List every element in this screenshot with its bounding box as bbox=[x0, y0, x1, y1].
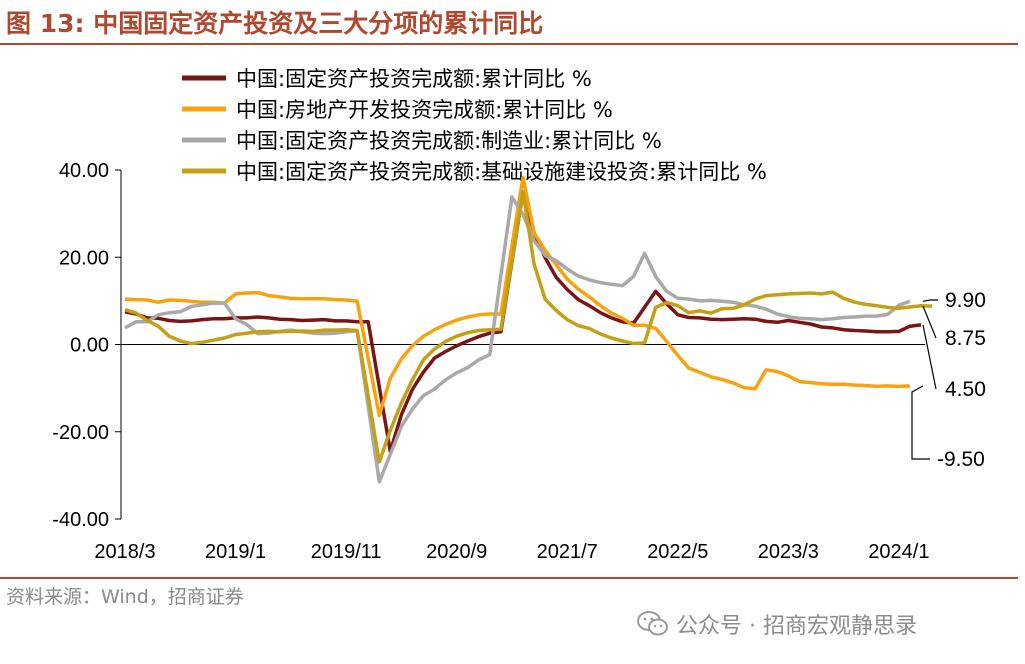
end-label-leader bbox=[922, 299, 938, 302]
x-tick-label: 2022/5 bbox=[647, 541, 708, 563]
series-line-3 bbox=[124, 190, 933, 464]
x-tick-label: 2024/1 bbox=[868, 541, 929, 563]
chart-axes: 40.00 20.00 0.00 -20.00 -40.00 2018/3 2019/1 20… bbox=[52, 160, 929, 563]
legend-label-1: 中国:房地产开发投资完成额:累计同比 % bbox=[236, 98, 613, 122]
x-tick-label: 2019/1 bbox=[205, 541, 266, 563]
x-tick-label: 2020/9 bbox=[426, 541, 487, 563]
series-line-2 bbox=[124, 195, 911, 484]
end-value-label: 4.50 bbox=[945, 378, 986, 401]
y-tick-label: 20.00 bbox=[59, 247, 109, 269]
end-value-label: -9.50 bbox=[937, 448, 985, 471]
source-note: 资料来源：Wind，招商证券 bbox=[6, 586, 244, 608]
footer-rule bbox=[0, 577, 1018, 579]
y-tick-label: 0.00 bbox=[70, 335, 109, 357]
end-label-leader bbox=[922, 324, 937, 390]
end-value-labels: 9.90 8.75 4.50 -9.50 bbox=[911, 289, 986, 471]
wechat-icon bbox=[637, 611, 668, 636]
watermark-text: 公众号 · 招商宏观静思录 bbox=[676, 614, 917, 639]
end-label-leader bbox=[911, 385, 930, 460]
series-line-1 bbox=[124, 175, 910, 418]
end-label-leader bbox=[922, 305, 937, 339]
legend-label-0: 中国:固定资产投资完成额:累计同比 % bbox=[236, 67, 592, 91]
chart-lines bbox=[124, 175, 933, 484]
legend-label-3: 中国:固定资产投资完成额:基础设施建设投资:累计同比 % bbox=[236, 160, 767, 184]
line-chart: 中国:固定资产投资完成额:累计同比 % 中国:房地产开发投资完成额:累计同比 % 中… bbox=[52, 67, 986, 563]
chart-legend: 中国:固定资产投资完成额:累计同比 % 中国:房地产开发投资完成额:累计同比 % 中… bbox=[182, 67, 767, 184]
x-tick-label: 2019/11 bbox=[311, 541, 382, 563]
page-title: 图 13: 中国固定资产投资及三大分项的累计同比 bbox=[6, 9, 544, 38]
end-value-label: 9.90 bbox=[945, 289, 986, 312]
end-value-label: 8.75 bbox=[945, 327, 986, 350]
legend-label-2: 中国:固定资产投资完成额:制造业:累计同比 % bbox=[236, 129, 662, 153]
x-tick-label: 2021/7 bbox=[537, 541, 598, 563]
y-tick-label: 40.00 bbox=[59, 160, 109, 182]
x-tick-label: 2018/3 bbox=[94, 541, 155, 563]
y-tick-label: -40.00 bbox=[52, 509, 109, 531]
y-tick-label: -20.00 bbox=[52, 422, 109, 444]
x-tick-label: 2023/3 bbox=[758, 541, 819, 563]
header-rule bbox=[0, 43, 1018, 45]
watermark: 公众号 · 招商宏观静思录 bbox=[636, 608, 917, 640]
